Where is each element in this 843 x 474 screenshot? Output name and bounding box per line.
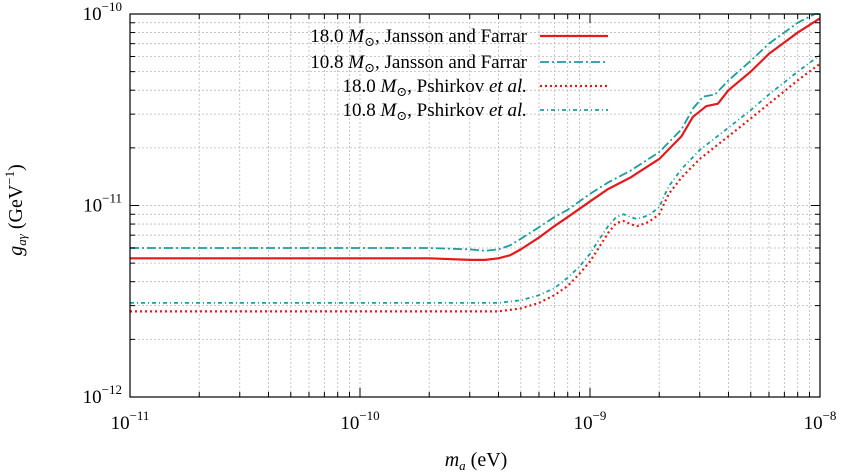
legend: 18.0 M⊙, Jansson and Farrar 10.8 M⊙, Jans… [310,26,608,123]
y-tick-label: 10−12 [83,382,122,408]
legend-label-4: 10.8 M⊙, Pshirkov et al. [342,100,527,123]
grid [130,14,820,397]
legend-label-3: 18.0 M⊙, Pshirkov et al. [342,76,527,99]
x-tick-label: 10−8 [804,408,837,434]
series-line-2 [130,13,820,252]
x-tick-label: 10−11 [111,408,150,434]
tick-marks [129,14,820,398]
series-line-3 [130,62,821,313]
legend-label-2: 10.8 M⊙, Jansson and Farrar [310,52,527,75]
x-tick-label: 10−10 [340,408,379,434]
series-line-1 [130,17,821,261]
legend-label-1: 18.0 M⊙, Jansson and Farrar [310,26,527,49]
series-group [130,13,821,313]
x-tick-label: 10−9 [574,408,607,434]
y-tick-label: 10−11 [83,191,122,217]
x-axis-label: ma (eV) [445,449,508,473]
y-axis-label: gaγ (GeV−1) [2,164,29,256]
y-tick-label: 10−10 [83,0,122,25]
